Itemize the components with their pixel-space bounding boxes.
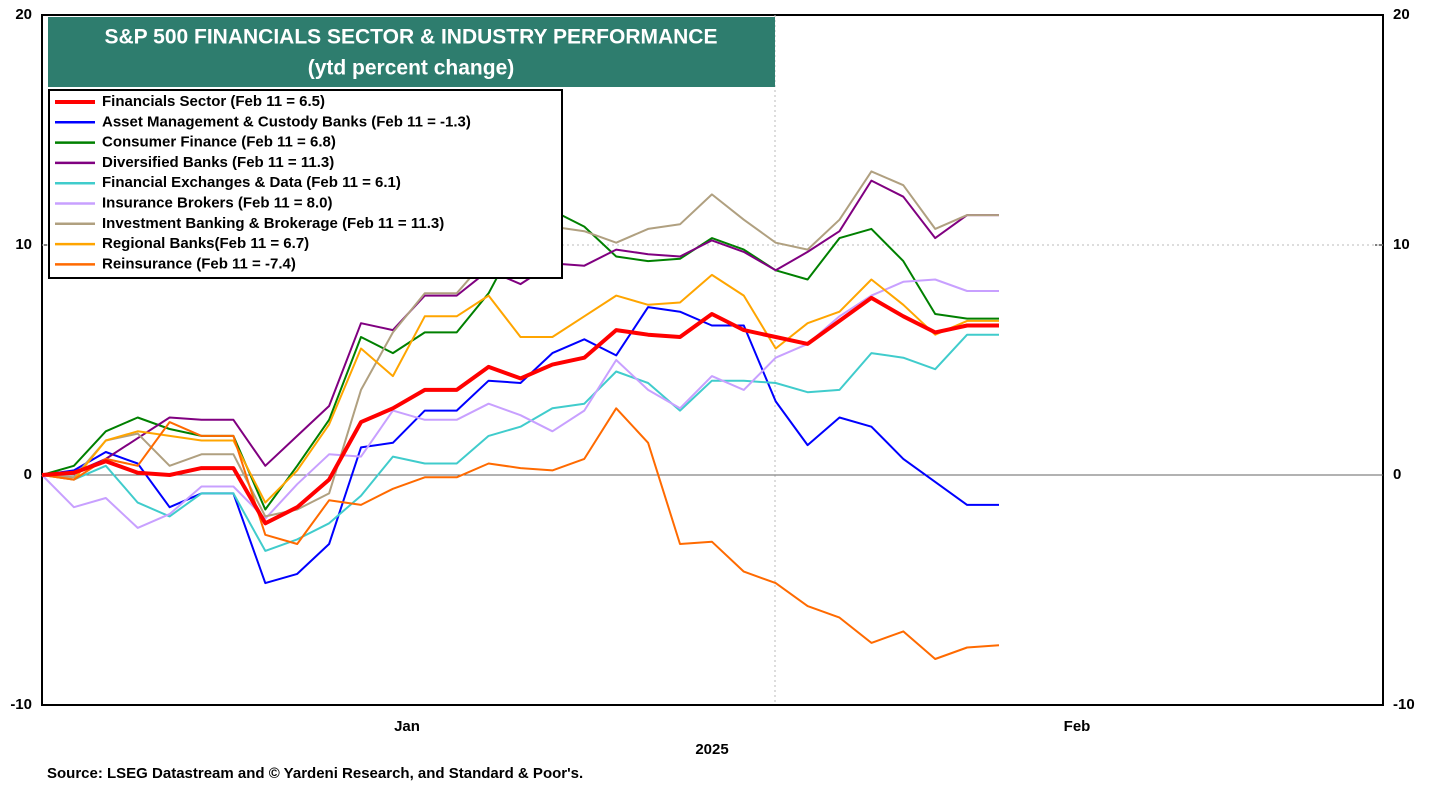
series-line xyxy=(41,273,999,504)
legend-label: Consumer Finance (Feb 11 = 6.8) xyxy=(102,134,336,151)
legend-label: Reinsurance (Feb 11 = -7.4) xyxy=(102,255,296,272)
legend-label: Investment Banking & Brokerage (Feb 11 =… xyxy=(102,215,444,232)
y-tick-label: 0 xyxy=(24,466,32,483)
series-line xyxy=(41,278,999,529)
series-line xyxy=(41,295,999,526)
source-note: Source: LSEG Datastream and © Yardeni Re… xyxy=(47,765,583,782)
legend-label: Insurance Brokers (Feb 11 = 8.0) xyxy=(102,194,333,211)
chart-subtitle: (ytd percent change) xyxy=(308,57,515,80)
y-tick-label: 20 xyxy=(15,6,32,23)
y2-tick-label: 20 xyxy=(1393,6,1410,23)
x-year-label: 2025 xyxy=(695,741,728,758)
legend-box xyxy=(48,89,563,279)
legend: Financials Sector (Feb 11 = 6.5) Asset Ma… xyxy=(55,93,471,272)
legend-label: Regional Banks(Feb 11 = 6.7) xyxy=(102,235,309,252)
legend-label: Asset Management & Custody Banks (Feb 11… xyxy=(102,113,471,130)
x-month-label: Jan xyxy=(394,718,420,735)
legend-label: Diversified Banks (Feb 11 = 11.3) xyxy=(102,154,334,171)
series-line xyxy=(41,179,999,476)
series-line xyxy=(41,407,1000,660)
y2-tick-label: 10 xyxy=(1393,236,1410,253)
legend-label: Financial Exchanges & Data (Feb 11 = 6.1… xyxy=(102,174,401,191)
y-tick-label: -10 xyxy=(10,696,32,713)
y-tick-label: 10 xyxy=(15,236,32,253)
y2-tick-label: -10 xyxy=(1393,696,1415,713)
series-line xyxy=(41,333,999,552)
chart-title: S&P 500 FINANCIALS SECTOR & INDUSTRY PER… xyxy=(105,26,718,49)
title-box xyxy=(48,17,775,87)
y2-tick-label: 0 xyxy=(1393,466,1401,483)
legend-label: Financials Sector (Feb 11 = 6.5) xyxy=(102,93,325,110)
x-month-label: Feb xyxy=(1064,718,1091,735)
